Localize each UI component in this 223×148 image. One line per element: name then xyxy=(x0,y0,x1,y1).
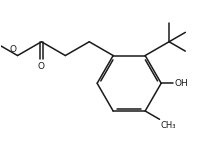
Text: O: O xyxy=(9,45,17,54)
Text: CH₃: CH₃ xyxy=(161,122,176,131)
Text: O: O xyxy=(38,62,45,71)
Text: OH: OH xyxy=(174,79,188,88)
